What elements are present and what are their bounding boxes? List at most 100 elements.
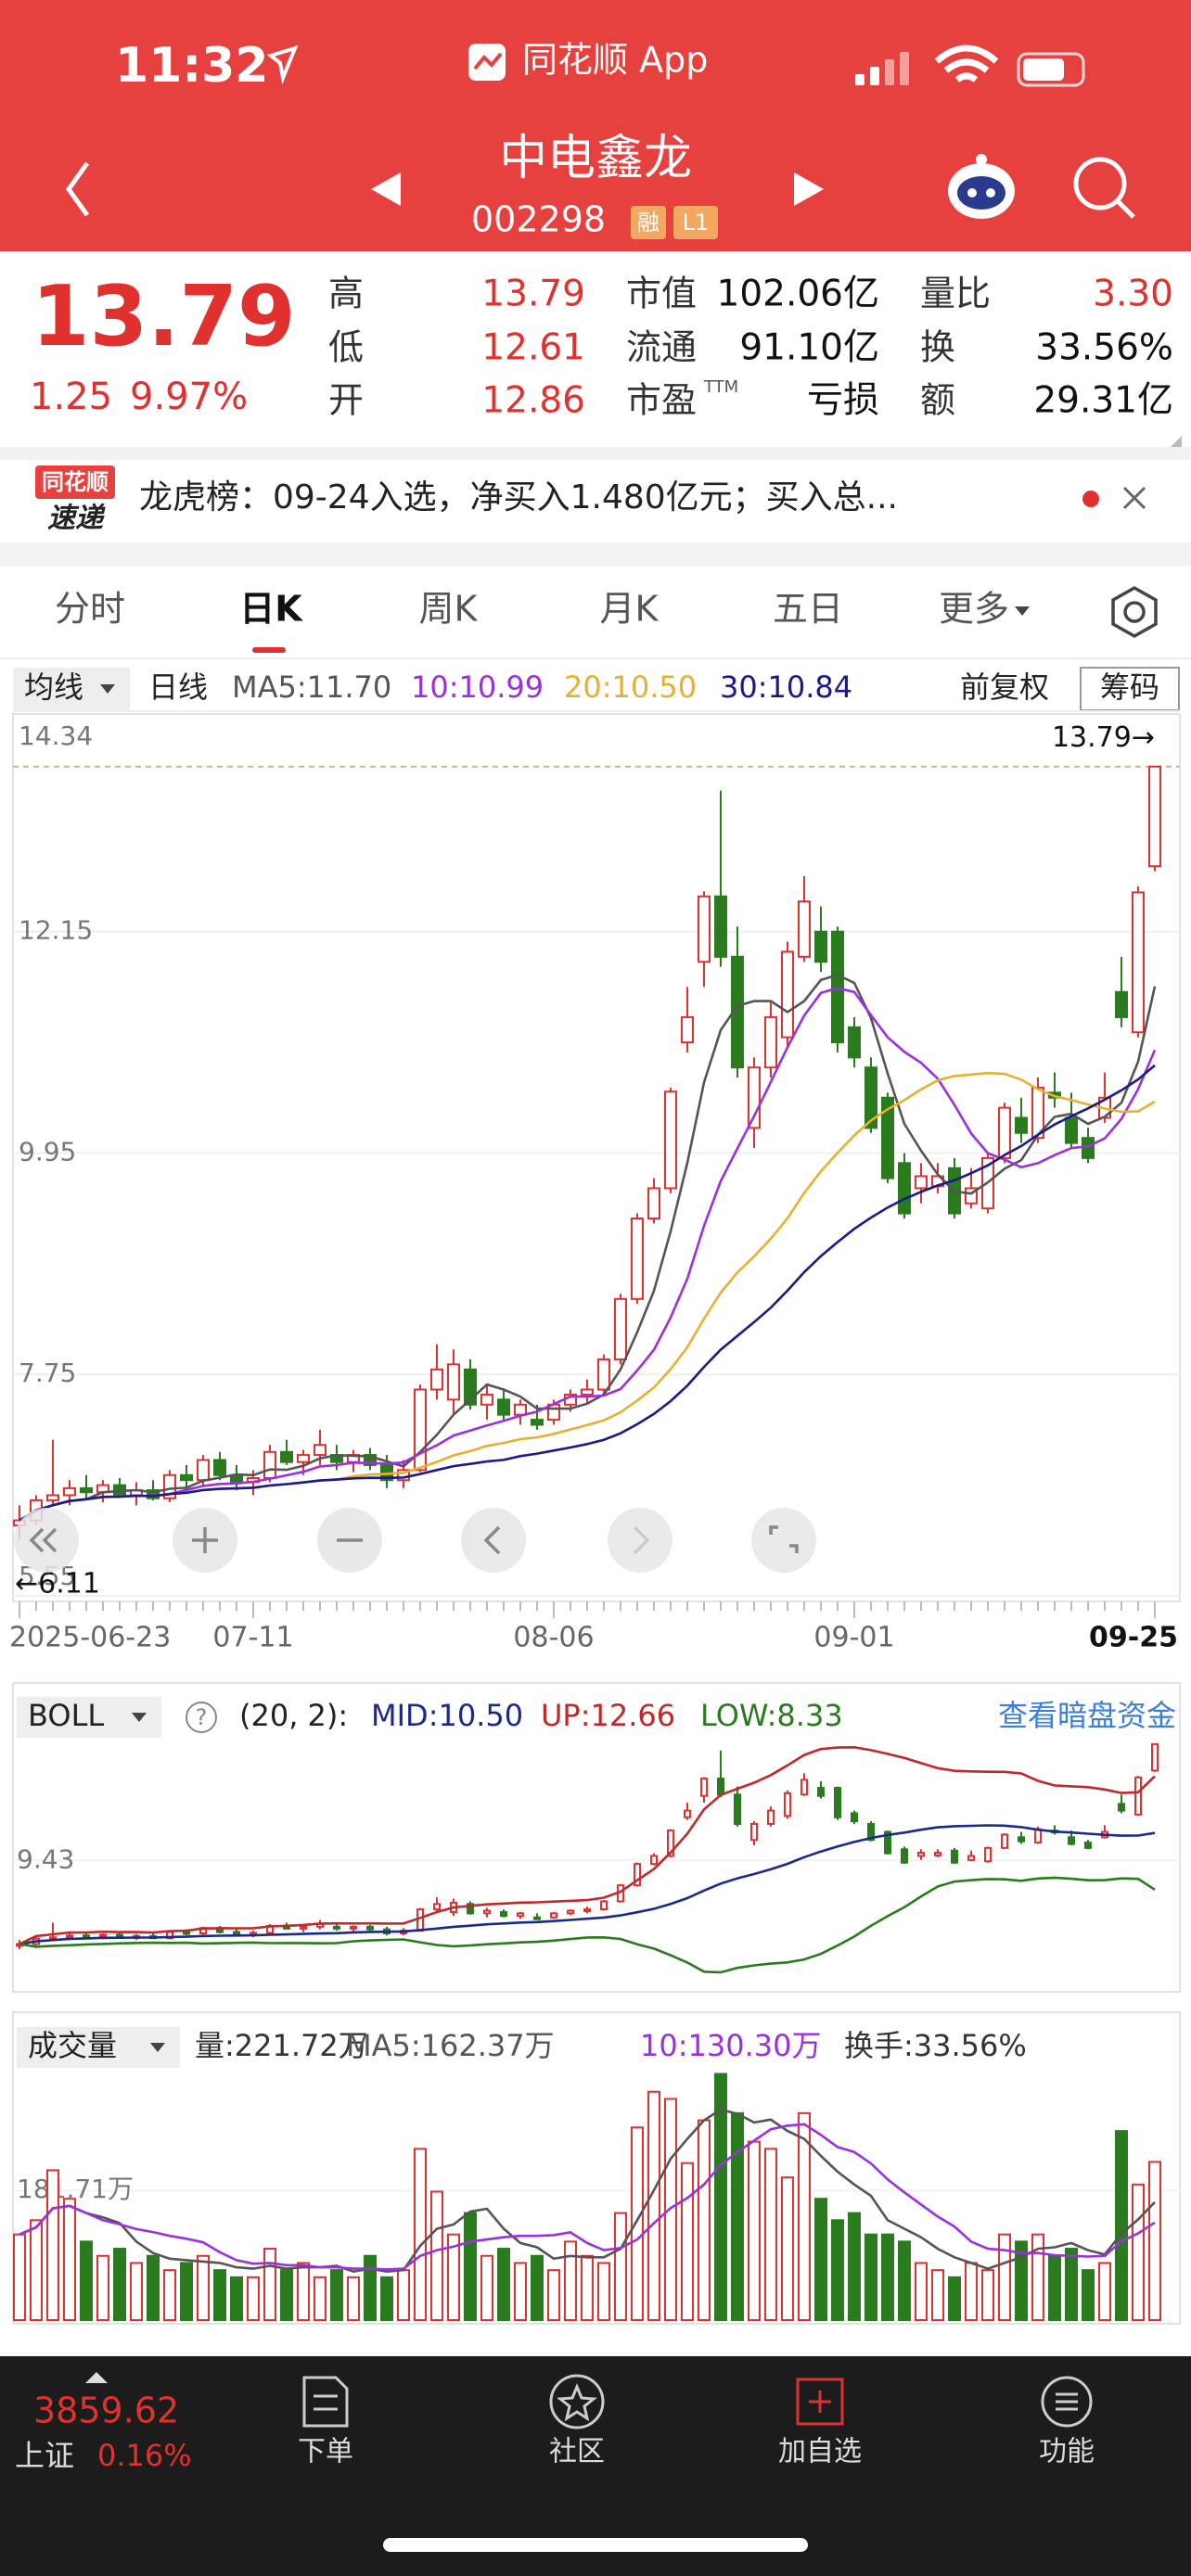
dark-pool-link[interactable]: 查看暗盘资金 — [998, 1698, 1176, 1733]
ma-line — [19, 1064, 1156, 1522]
nav-label[interactable]: 下单 — [298, 2436, 353, 2468]
volume-ma — [19, 2123, 1156, 2271]
boll-candle-body — [634, 1863, 641, 1887]
candle-body — [681, 1015, 694, 1044]
volume-bar — [414, 2148, 427, 2321]
volume-bar — [614, 2212, 627, 2321]
index-name: 上证 — [15, 2438, 74, 2473]
volume-bar — [881, 2233, 894, 2322]
boll-candle-body — [817, 1787, 825, 1797]
volume-bar — [514, 2262, 527, 2321]
y-tick-label: 9.95 — [19, 1136, 76, 1167]
boll-candle-body — [233, 1931, 240, 1935]
tab[interactable]: 日K — [239, 589, 303, 630]
volume-bar — [781, 2176, 794, 2322]
candle-body — [664, 1090, 677, 1190]
field-value: 3.30 — [1093, 274, 1173, 315]
volume-bar — [1098, 2262, 1111, 2321]
indicator-label: BOLL — [28, 1698, 104, 1733]
candle-body — [647, 1187, 660, 1220]
help-circle[interactable] — [186, 1702, 217, 1733]
volume-bar — [1115, 2130, 1128, 2322]
index-change: 0.16% — [97, 2438, 192, 2473]
y-tick-label: 14.34 — [19, 721, 93, 751]
volume-bar — [1048, 2254, 1061, 2321]
nav-label[interactable]: 功能 — [1039, 2436, 1095, 2468]
volume-bar — [46, 2169, 59, 2322]
index-arrow — [85, 2372, 108, 2383]
fullscreen[interactable] — [769, 1525, 799, 1553]
indicator-label[interactable]: 均线 — [24, 670, 83, 705]
function-icon[interactable] — [1041, 2376, 1093, 2428]
community-icon[interactable] — [549, 2374, 605, 2429]
community-star — [557, 2383, 597, 2422]
volume-bar — [1031, 2233, 1044, 2322]
wifi-icon — [934, 45, 999, 83]
back-button[interactable] — [65, 161, 90, 217]
tab[interactable]: 周K — [419, 589, 479, 630]
volume-bar — [965, 2262, 978, 2321]
boll-candle-body — [550, 1912, 557, 1919]
volume-bar — [898, 2240, 911, 2322]
candle-body — [447, 1363, 460, 1401]
boll-candle-body — [851, 1812, 858, 1823]
order-icon[interactable] — [302, 2376, 349, 2428]
volume-bar — [30, 2219, 43, 2322]
notice-logo-bottom: 速递 — [47, 503, 106, 535]
volume-bar — [80, 2240, 93, 2322]
boll-candle-body — [467, 1903, 474, 1915]
candle-body — [197, 1459, 210, 1482]
watchlist-icon[interactable] — [796, 2378, 844, 2426]
scroll-right[interactable] — [633, 1525, 650, 1555]
candle-body — [764, 1015, 777, 1069]
nav-label[interactable]: 社区 — [549, 2436, 605, 2468]
candle-body — [297, 1454, 310, 1463]
volume-bar — [915, 2262, 928, 2321]
candle-body — [748, 1066, 761, 1129]
volume-select[interactable] — [17, 2027, 180, 2068]
watchlist-plus — [809, 2391, 831, 2413]
boll-line — [19, 1876, 1156, 1974]
boll-candle-body — [700, 1778, 708, 1797]
tab[interactable]: 月K — [600, 589, 660, 630]
y-tick-label: 7.75 — [19, 1358, 76, 1388]
field-value: 12.86 — [481, 380, 585, 422]
boll-candle-body — [667, 1829, 674, 1857]
volume-bar — [631, 2126, 644, 2321]
boll-candle-body — [99, 1933, 107, 1938]
search-icon[interactable] — [1073, 157, 1135, 219]
notice-dot — [1082, 491, 1099, 507]
tab[interactable]: 分时 — [55, 589, 125, 630]
volume-bar — [13, 2233, 26, 2322]
prev-stock[interactable] — [371, 172, 401, 206]
nav-label[interactable]: 加自选 — [778, 2436, 862, 2468]
candle-body — [597, 1358, 610, 1391]
boll-candle-body — [300, 1925, 307, 1930]
zoom-out-max[interactable] — [29, 1527, 58, 1553]
assistant-icon[interactable] — [948, 154, 1015, 219]
scroll-left[interactable] — [483, 1525, 501, 1555]
volume-bar — [364, 2254, 377, 2321]
settings-icon[interactable] — [1111, 585, 1158, 639]
next-stock[interactable] — [794, 172, 824, 206]
notice-logo-top: 同花顺 — [42, 469, 109, 495]
volume-bar — [397, 2269, 410, 2321]
field-label: 量比 — [920, 274, 991, 314]
notice-logo — [35, 465, 115, 499]
separator — [0, 447, 1191, 460]
candle-body — [814, 930, 827, 963]
index-value[interactable]: 3859.62 — [33, 2391, 179, 2431]
notice-text[interactable]: 龙虎榜：09-24入选，净买入1.480亿元；买入总... — [139, 478, 898, 516]
chips-button[interactable] — [1080, 667, 1180, 711]
zoom-in[interactable] — [192, 1527, 218, 1553]
volume-bar — [1082, 2269, 1095, 2321]
badge — [673, 206, 718, 239]
notice-close[interactable] — [1122, 486, 1146, 510]
volume-bar — [798, 2111, 811, 2322]
field-value: 亏损 — [807, 380, 879, 422]
adjust-label[interactable]: 前复权 — [960, 670, 1049, 705]
tab[interactable]: 五日 — [773, 589, 843, 630]
candle-body — [180, 1473, 193, 1482]
tab[interactable]: 更多 — [939, 589, 1009, 630]
field-label: 市值 — [626, 274, 697, 314]
